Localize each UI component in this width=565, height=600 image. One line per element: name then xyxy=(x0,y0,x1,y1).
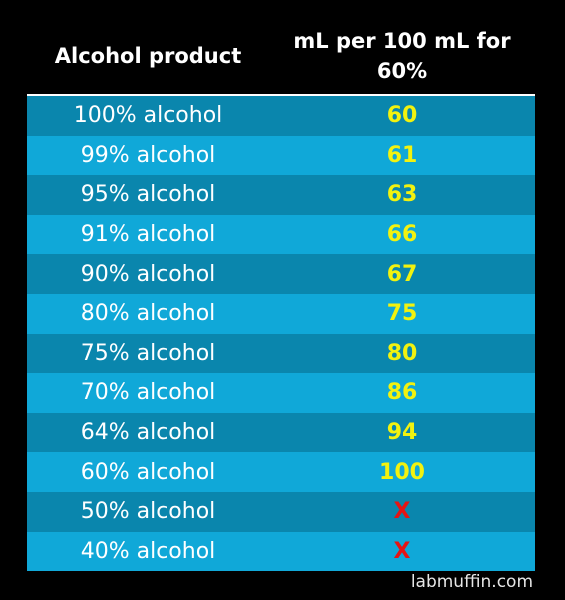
product-cell: 64% alcohol xyxy=(80,420,216,446)
table-row: 60% alcohol 100 xyxy=(27,452,535,492)
product-cell: 90% alcohol xyxy=(80,261,216,287)
header-ml-per-100ml: mL per 100 mL for 60% xyxy=(269,18,535,94)
amount-cell: 94 xyxy=(386,420,418,446)
product-cell: 100% alcohol xyxy=(73,103,223,129)
product-cell: 40% alcohol xyxy=(80,538,216,564)
amount-cell: 60 xyxy=(386,103,418,129)
source-watermark: labmuffin.com xyxy=(410,572,533,592)
product-cell: 91% alcohol xyxy=(80,222,216,248)
header-amount-label: mL per 100 mL for 60% xyxy=(293,29,511,83)
table-row: 75% alcohol 80 xyxy=(27,333,535,374)
amount-cell: 67 xyxy=(386,261,418,287)
amount-cell: 75 xyxy=(386,301,418,327)
amount-cell: 80 xyxy=(386,340,418,366)
product-cell: 70% alcohol xyxy=(80,380,216,406)
table-row: 99% alcohol 61 xyxy=(27,135,535,176)
table-header: Alcohol product mL per 100 mL for 60% xyxy=(27,18,535,96)
table-row: 80% alcohol 75 xyxy=(27,293,535,334)
amount-cell: 86 xyxy=(386,380,418,406)
table-row: 70% alcohol 86 xyxy=(27,373,535,413)
product-cell: 80% alcohol xyxy=(80,301,216,327)
amount-cell: 63 xyxy=(386,182,418,208)
table-row: 95% alcohol 63 xyxy=(27,175,535,215)
amount-cell: 61 xyxy=(386,142,418,168)
product-cell: 50% alcohol xyxy=(80,499,216,525)
not-applicable-x-mark: X xyxy=(393,499,411,525)
amount-cell: 66 xyxy=(386,222,418,248)
product-cell: 60% alcohol xyxy=(80,459,216,485)
table-row: 64% alcohol 94 xyxy=(27,412,535,453)
table-body: 100% alcohol 60 99% alcohol 61 95% alcoh… xyxy=(27,96,535,572)
table-row: 100% alcohol 60 xyxy=(27,96,535,136)
not-applicable-x-mark: X xyxy=(393,538,411,564)
table-row: 90% alcohol 67 xyxy=(27,254,535,294)
product-cell: 75% alcohol xyxy=(80,340,216,366)
table-row: 91% alcohol 66 xyxy=(27,214,535,255)
table-row: 50% alcohol X xyxy=(27,491,535,532)
table-row: 40% alcohol X xyxy=(27,531,535,572)
header-product-label: Alcohol product xyxy=(54,44,242,68)
alcohol-dilution-table: Alcohol product mL per 100 mL for 60% 10… xyxy=(27,18,535,572)
amount-cell: 100 xyxy=(379,459,425,485)
product-cell: 95% alcohol xyxy=(80,182,216,208)
product-cell: 99% alcohol xyxy=(80,142,216,168)
header-alcohol-product: Alcohol product xyxy=(27,18,269,94)
